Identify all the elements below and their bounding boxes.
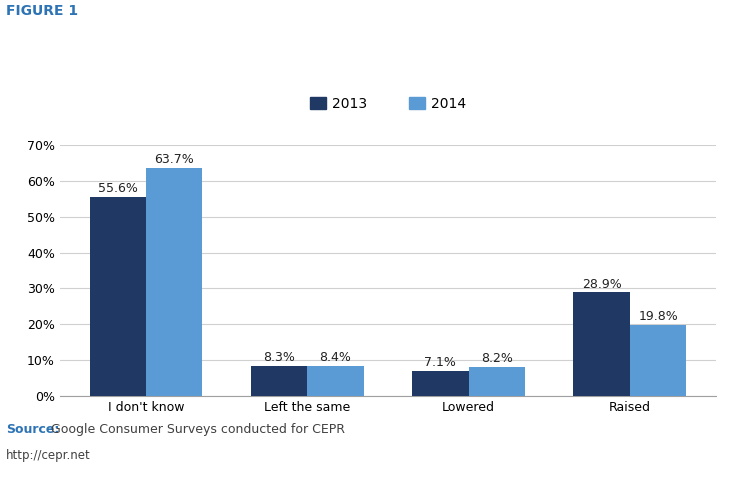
Text: 8.4%: 8.4% xyxy=(319,351,351,364)
Legend: 2013, 2014: 2013, 2014 xyxy=(310,97,466,111)
Text: 8.3%: 8.3% xyxy=(263,352,295,365)
Bar xyxy=(630,325,686,396)
Text: Answer to Question About the Change in the Social Security Payroll Tax at Start : Answer to Question About the Change in t… xyxy=(6,85,731,120)
Bar xyxy=(412,370,468,396)
Bar xyxy=(146,168,202,396)
Text: 63.7%: 63.7% xyxy=(154,153,194,166)
Bar xyxy=(574,292,630,396)
Text: 28.9%: 28.9% xyxy=(582,278,621,291)
Text: Source:: Source: xyxy=(6,423,60,436)
Bar xyxy=(90,197,146,396)
Bar xyxy=(468,367,525,396)
Text: 19.8%: 19.8% xyxy=(639,310,678,323)
Text: 7.1%: 7.1% xyxy=(424,356,457,369)
Bar xyxy=(307,366,364,396)
Text: FIGURE 1: FIGURE 1 xyxy=(6,4,78,18)
Text: 55.6%: 55.6% xyxy=(98,182,138,195)
Bar xyxy=(251,366,307,396)
Text: 8.2%: 8.2% xyxy=(481,352,513,365)
Text: http://cepr.net: http://cepr.net xyxy=(6,449,91,462)
Text: Google Consumer Surveys conducted for CEPR: Google Consumer Surveys conducted for CE… xyxy=(47,423,345,436)
